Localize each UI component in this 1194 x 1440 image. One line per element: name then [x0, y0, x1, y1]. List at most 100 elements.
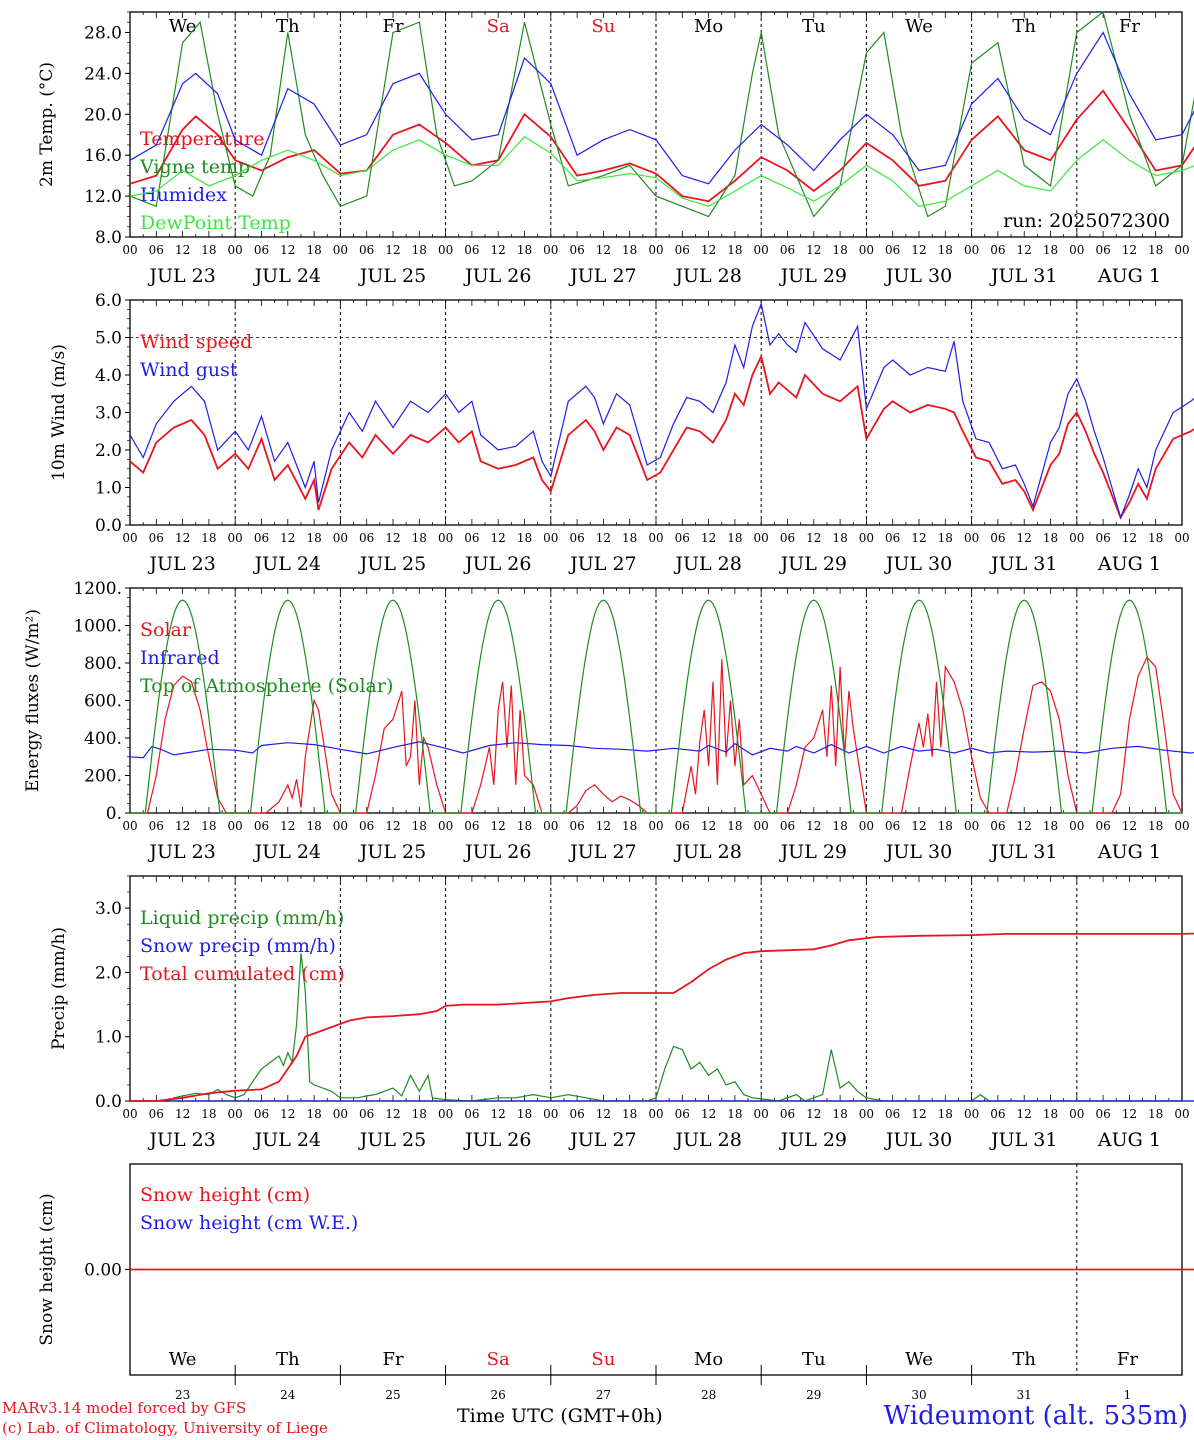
hour-tick-label: 18 [727, 819, 742, 833]
weekday-label: Fr [1119, 16, 1140, 37]
weekday-label: Th [1012, 1349, 1036, 1370]
hour-tick-label: 12 [911, 531, 926, 545]
hour-tick-label: 06 [1095, 819, 1110, 833]
date-label: JUL 23 [147, 265, 215, 287]
series-line-top-of-atmosphere-solar- [130, 599, 1182, 814]
legend-entry: Vigne temp [139, 156, 250, 178]
y-tick-label: 1200. [73, 579, 122, 599]
weekday-label: Sa [487, 1349, 510, 1370]
hour-tick-label: 06 [569, 243, 584, 257]
panel-5: 0.00 Snow height (cm) Snow height (cm) Snow… [37, 1163, 1194, 1402]
hour-tick-label: 12 [491, 243, 506, 257]
hour-tick-label: 12 [491, 531, 506, 545]
hour-tick-label: 18 [306, 531, 321, 545]
hour-tick-label: 00 [543, 1107, 558, 1121]
date-label: AUG 1 [1097, 265, 1161, 287]
hour-tick-label: 06 [254, 819, 269, 833]
day-number-label: 1 [1124, 1388, 1132, 1402]
y-tick-label: 0.0 [95, 516, 122, 536]
y-tick-label: 2.0 [95, 441, 122, 461]
legend-entry: Snow height (cm) [140, 1184, 310, 1206]
hour-tick-label: 06 [254, 531, 269, 545]
hour-tick-label: 00 [333, 243, 348, 257]
legend-entry: DewPoint Temp [140, 212, 291, 234]
plot-frame [129, 587, 1183, 814]
hour-tick-label: 00 [333, 819, 348, 833]
y-tick-label: 5.0 [95, 329, 122, 349]
hour-tick-label: 06 [254, 243, 269, 257]
date-label: JUL 28 [673, 841, 741, 863]
hour-tick-label: 18 [201, 531, 216, 545]
hour-tick-label: 18 [517, 819, 532, 833]
hour-tick-label: 00 [1174, 1107, 1189, 1121]
hour-tick-label: 18 [622, 1107, 637, 1121]
hour-tick-label: 06 [885, 243, 900, 257]
hour-tick-label: 12 [491, 819, 506, 833]
hour-tick-label: 12 [175, 531, 190, 545]
y-tick-label: 8.0 [95, 228, 122, 248]
hour-tick-label: 12 [806, 819, 821, 833]
y-tick-label: 200. [84, 767, 122, 787]
plot-frame [129, 11, 1183, 238]
hour-tick-label: 00 [543, 819, 558, 833]
hour-tick-label: 12 [596, 531, 611, 545]
hour-tick-label: 06 [675, 819, 690, 833]
weekday-label: Fr [382, 1349, 403, 1370]
hour-tick-label: 00 [438, 531, 453, 545]
hour-tick-label: 06 [1095, 243, 1110, 257]
hour-tick-label: 18 [832, 243, 847, 257]
y-tick-label: 2.0 [95, 963, 122, 983]
y-tick-label: 24.0 [84, 64, 122, 84]
y-axis-label: Precip (mm/h) [49, 927, 69, 1050]
date-label: JUL 23 [147, 1129, 215, 1151]
hour-tick-label: 18 [517, 531, 532, 545]
y-tick-label: 6.0 [95, 291, 122, 311]
hour-tick-label: 06 [359, 243, 374, 257]
series-line-dewpoint-temp [129, 136, 1194, 207]
hour-tick-label: 12 [1122, 819, 1137, 833]
hour-tick-label: 00 [122, 243, 137, 257]
hour-tick-label: 12 [1017, 819, 1032, 833]
hour-tick-label: 18 [832, 1107, 847, 1121]
date-label: JUL 27 [568, 265, 636, 287]
hour-tick-label: 18 [1043, 819, 1058, 833]
y-tick-label: 0. [106, 804, 122, 824]
y-tick-label: 0.00 [84, 1261, 122, 1281]
day-number-label: 26 [491, 1388, 506, 1402]
hour-tick-label: 12 [701, 531, 716, 545]
legend-entry: Total cumulated (cm) [140, 963, 345, 985]
date-label: JUL 28 [673, 265, 741, 287]
hour-tick-label: 00 [1069, 819, 1084, 833]
y-tick-label: 12.0 [84, 187, 122, 207]
date-label: JUL 24 [253, 1129, 321, 1151]
hour-tick-label: 12 [806, 243, 821, 257]
hour-tick-label: 18 [727, 243, 742, 257]
hour-tick-label: 12 [175, 819, 190, 833]
hour-tick-label: 06 [569, 1107, 584, 1121]
hour-tick-label: 06 [254, 1107, 269, 1121]
hour-tick-label: 00 [648, 243, 663, 257]
hour-tick-label: 00 [1069, 1107, 1084, 1121]
hour-tick-label: 18 [938, 531, 953, 545]
hour-tick-label: 12 [175, 1107, 190, 1121]
hour-tick-label: 06 [675, 243, 690, 257]
hour-tick-label: 06 [1095, 531, 1110, 545]
hour-tick-label: 18 [1043, 243, 1058, 257]
hour-tick-label: 06 [149, 243, 164, 257]
panel-2: 00 06 12 18 00 06 12 18 00 06 12 18 00 06 12 18 00 06 12 18… [49, 291, 1194, 575]
weekday-label: We [905, 1349, 933, 1370]
hour-tick-label: 12 [1017, 531, 1032, 545]
hour-tick-label: 12 [280, 243, 295, 257]
date-label: JUL 25 [358, 1129, 426, 1151]
hour-tick-label: 12 [911, 1107, 926, 1121]
hour-tick-label: 18 [1148, 243, 1163, 257]
date-label: JUL 31 [989, 265, 1057, 287]
hour-tick-label: 00 [754, 819, 769, 833]
hour-tick-label: 00 [228, 531, 243, 545]
credit-line-2: (c) Lab. of Climatology, University of L… [2, 1419, 328, 1437]
hour-tick-label: 06 [464, 531, 479, 545]
hour-tick-label: 06 [780, 531, 795, 545]
hour-tick-label: 12 [385, 1107, 400, 1121]
hour-tick-label: 00 [1174, 819, 1189, 833]
date-label: JUL 26 [463, 1129, 531, 1151]
